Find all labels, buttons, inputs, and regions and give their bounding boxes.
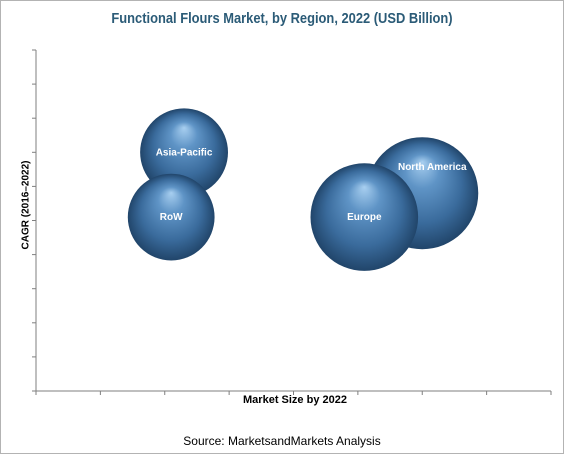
chart-title: Functional Flours Market, by Region, 202… bbox=[111, 10, 453, 27]
axes bbox=[32, 49, 552, 395]
x-axis-label: Market Size by 2022 bbox=[243, 394, 347, 406]
bubbles: North America Europe Asia-Pacific RoW bbox=[127, 108, 479, 271]
bubble-europe bbox=[310, 163, 419, 271]
bubble-asia-pacific bbox=[140, 108, 228, 197]
bubble-label-north-america: North America bbox=[398, 162, 467, 173]
bubble-row bbox=[127, 173, 215, 261]
source-note: Source: MarketsandMarkets Analysis bbox=[183, 434, 381, 448]
bubble-label-europe: Europe bbox=[347, 212, 382, 223]
bubble-label-asia-pacific: Asia-Pacific bbox=[156, 147, 213, 158]
bubble-label-row: RoW bbox=[160, 212, 183, 223]
